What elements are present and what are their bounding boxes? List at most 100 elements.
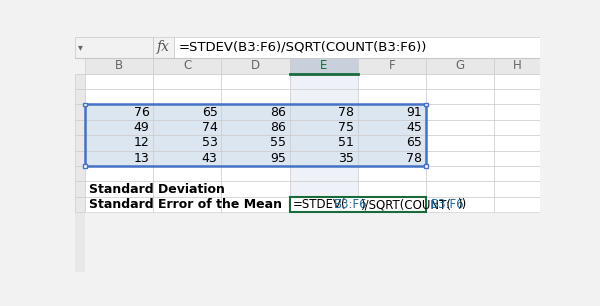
Bar [153,181,221,197]
Text: 91: 91 [406,106,422,119]
Bar [221,58,290,74]
Bar [85,166,153,181]
Text: 75: 75 [338,121,354,134]
Text: 86: 86 [270,106,286,119]
Text: 78: 78 [338,106,354,119]
Bar [290,58,358,74]
Bar [426,58,494,74]
Bar [75,166,85,181]
Bar [83,164,87,168]
Bar [358,135,426,151]
Bar [426,181,494,197]
Bar [75,151,85,166]
Bar [85,89,153,104]
Bar [426,197,494,212]
Bar [494,166,540,181]
Bar [290,120,358,135]
Bar [75,89,85,104]
Bar [426,89,494,104]
Bar [426,104,494,120]
Text: Standard Error of the Mean: Standard Error of the Mean [89,198,282,211]
Bar [85,181,153,197]
Text: 74: 74 [202,121,218,134]
Bar [494,197,540,212]
Bar [358,120,426,135]
Bar [221,151,290,166]
Bar [85,58,153,74]
Bar [494,151,540,166]
Text: B: B [115,59,123,73]
Bar [221,74,290,89]
Bar [358,166,426,181]
Bar [290,181,358,197]
Text: 95: 95 [270,152,286,165]
Bar [75,104,85,120]
Bar [75,37,152,58]
Bar [221,135,290,151]
Text: D: D [251,59,260,73]
Bar [153,135,221,151]
Bar [75,74,85,89]
Bar [426,74,494,89]
Bar [290,135,358,151]
Bar [221,104,290,120]
Bar [75,197,85,212]
Text: =STDEV(: =STDEV( [293,198,346,211]
Bar [494,104,540,120]
Text: 12: 12 [134,136,149,149]
Bar [75,37,152,58]
Bar [424,103,428,106]
Bar [290,89,358,104]
Text: B3:F6: B3:F6 [431,198,464,211]
Bar [290,166,358,181]
Bar [153,74,221,89]
Text: Standard Deviation: Standard Deviation [89,183,225,196]
Bar [221,181,290,197]
Bar [83,103,87,106]
Text: 51: 51 [338,136,354,149]
Text: B3:F6: B3:F6 [334,198,368,211]
Text: 76: 76 [134,106,149,119]
Bar [424,164,428,168]
Bar [290,74,358,89]
Bar [153,89,221,104]
Text: G: G [455,59,465,73]
Text: fx: fx [157,40,170,54]
Bar [174,37,540,58]
Bar [426,166,494,181]
Text: C: C [183,59,191,73]
Bar [75,120,85,135]
Text: 86: 86 [270,121,286,134]
Bar [426,151,494,166]
Text: )/SQRT(COUNT(: )/SQRT(COUNT( [361,198,451,211]
Text: E: E [320,59,328,73]
Bar [494,181,540,197]
Bar [494,58,540,74]
Text: F: F [389,59,395,73]
Text: 45: 45 [406,121,422,134]
Bar [494,120,540,135]
Bar [153,58,221,74]
Text: )): )) [457,198,466,211]
Bar [221,166,290,181]
Bar [358,181,426,197]
Bar [75,181,85,197]
Bar [152,37,174,58]
Bar [358,151,426,166]
Bar [153,197,221,212]
Text: 49: 49 [134,121,149,134]
Text: 78: 78 [406,152,422,165]
Bar [221,197,290,212]
Bar [290,104,358,120]
Text: H: H [513,59,521,73]
Bar [153,151,221,166]
Text: ▾: ▾ [78,43,83,53]
Bar [494,74,540,89]
Bar [290,197,358,212]
Bar [75,74,85,272]
Text: 65: 65 [406,136,422,149]
Bar [221,120,290,135]
Text: =STDEV(B3:F6)/SQRT(COUNT(B3:F6)): =STDEV(B3:F6)/SQRT(COUNT(B3:F6)) [179,41,427,54]
Bar [153,166,221,181]
Bar [85,135,153,151]
